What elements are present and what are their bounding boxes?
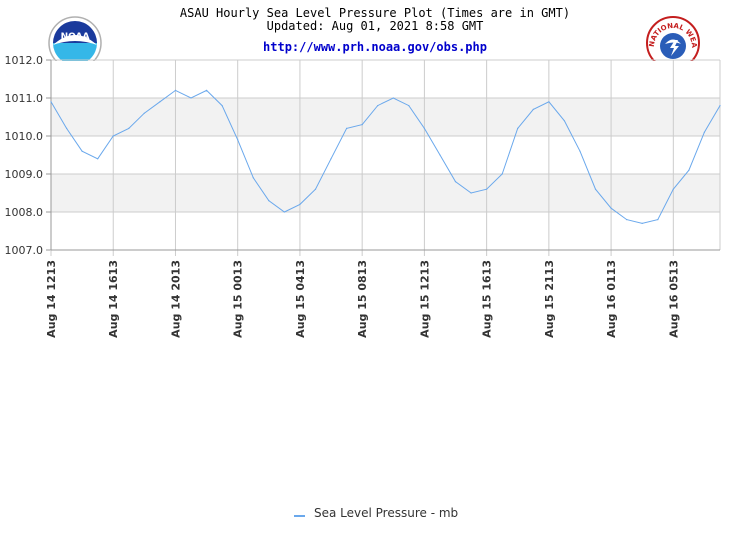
data-point xyxy=(594,188,597,190)
data-point xyxy=(563,120,566,122)
data-point xyxy=(439,154,441,156)
x-tick-label: Aug 15 0813 xyxy=(356,260,369,338)
x-tick-label: Aug 16 0113 xyxy=(605,260,618,338)
data-point xyxy=(128,127,130,129)
y-tick-label: 1007.0 xyxy=(5,244,44,257)
y-tick-label: 1009.0 xyxy=(5,168,44,181)
x-tick-label: Aug 15 1613 xyxy=(481,260,494,338)
noaa-logo: NOAA xyxy=(47,15,103,61)
data-point xyxy=(346,127,348,129)
x-tick-label: Aug 15 1213 xyxy=(418,260,431,338)
data-point xyxy=(548,101,550,103)
data-point xyxy=(408,105,410,107)
data-point xyxy=(81,150,83,152)
data-point xyxy=(517,127,519,129)
data-point xyxy=(657,219,659,221)
x-tick-label: Aug 14 1213 xyxy=(45,260,58,338)
data-point xyxy=(299,203,301,205)
data-point xyxy=(454,181,457,183)
y-tick-label: 1011.0 xyxy=(5,92,44,105)
data-point xyxy=(143,112,145,114)
band-1 xyxy=(51,174,720,212)
data-point xyxy=(66,127,68,129)
data-point xyxy=(688,169,690,171)
data-point xyxy=(610,207,612,209)
y-tick-label: 1010.0 xyxy=(5,130,44,143)
data-point xyxy=(532,108,534,110)
data-point xyxy=(501,173,503,175)
y-tick-label: 1008.0 xyxy=(5,206,44,219)
data-point xyxy=(283,211,285,213)
data-point xyxy=(268,200,270,202)
data-point xyxy=(470,192,472,194)
x-tick-label: Aug 15 0013 xyxy=(232,260,245,338)
data-point xyxy=(97,158,99,160)
data-point xyxy=(252,177,254,179)
data-point xyxy=(392,97,394,99)
data-point xyxy=(641,222,643,224)
data-point xyxy=(190,97,192,99)
data-point xyxy=(486,188,488,190)
data-point xyxy=(361,124,363,126)
x-tick-label: Aug 15 0413 xyxy=(294,260,307,338)
data-point xyxy=(330,158,332,160)
data-point xyxy=(221,105,223,107)
nws-logo: NATIONAL WEATHER SERVICE xyxy=(645,15,701,61)
data-point xyxy=(377,105,379,107)
legend-label: Sea Level Pressure - mb xyxy=(314,506,458,520)
data-point xyxy=(719,105,721,107)
data-point xyxy=(703,131,706,133)
data-point xyxy=(237,139,239,141)
y-tick-label: 1012.0 xyxy=(5,54,44,67)
data-point xyxy=(174,89,177,91)
x-tick-label: Aug 15 2113 xyxy=(543,260,556,338)
band-0 xyxy=(51,98,720,136)
data-point xyxy=(423,127,425,129)
obs-link[interactable]: http://www.prh.noaa.gov/obs.php xyxy=(263,40,487,54)
x-tick-label: Aug 16 0513 xyxy=(667,260,680,338)
data-point xyxy=(50,101,52,103)
updated-timestamp: Updated: Aug 01, 2021 8:58 GMT xyxy=(266,19,484,33)
data-point xyxy=(672,188,674,190)
noaa-logo-text: NOAA xyxy=(61,32,90,42)
data-point xyxy=(112,135,114,137)
data-point xyxy=(314,188,317,190)
chart-title: ASAU Hourly Sea Level Pressure Plot (Tim… xyxy=(179,6,571,20)
data-point xyxy=(579,150,581,152)
x-tick-label: Aug 14 1613 xyxy=(107,260,120,338)
x-tick-label: Aug 14 2013 xyxy=(169,260,182,338)
data-point xyxy=(159,101,161,103)
data-point xyxy=(626,219,628,221)
series-line-pressure xyxy=(50,89,721,224)
data-point xyxy=(206,89,208,91)
